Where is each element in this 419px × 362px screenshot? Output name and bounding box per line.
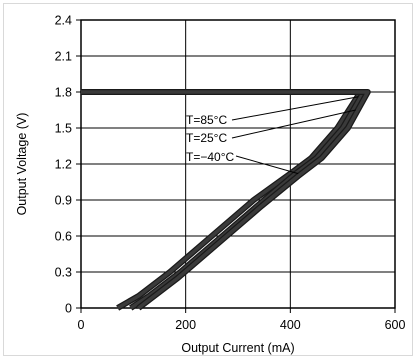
series-line-2 xyxy=(81,90,366,310)
x-tick-label: 600 xyxy=(385,318,406,332)
x-tick-labels: 0 200 400 600 xyxy=(78,318,406,332)
y-tick-label: 0 xyxy=(65,302,72,316)
chart-frame: 0 0.3 0.6 0.9 1.2 1.5 1.8 2.1 2.4 0 200 400 600 T=8… xyxy=(3,3,413,356)
y-tick-label: 2.4 xyxy=(55,14,72,28)
annotation-leader-line xyxy=(235,155,299,175)
annotation-label: T=25°C xyxy=(186,131,227,145)
annotation-label: T=−40°C xyxy=(186,150,234,164)
series-lines xyxy=(81,89,371,311)
y-tick-label: 0.9 xyxy=(55,194,72,208)
y-tick-labels: 0 0.3 0.6 0.9 1.2 1.5 1.8 2.1 2.4 xyxy=(55,14,72,316)
annotation-label: T=85°C xyxy=(186,113,227,127)
y-tick-label: 1.8 xyxy=(55,86,72,100)
series-line-3 xyxy=(81,90,370,310)
y-tick-label: 0.6 xyxy=(55,230,72,244)
y-axis-label: Output Voltage (V) xyxy=(15,113,29,216)
output-voltage-vs-current-chart: 0 0.3 0.6 0.9 1.2 1.5 1.8 2.1 2.4 0 200 400 600 T=8… xyxy=(15,14,406,356)
x-tick-label: 200 xyxy=(175,318,196,332)
x-tick-label: 400 xyxy=(280,318,301,332)
grid-lines xyxy=(76,19,396,313)
y-tick-label: 0.3 xyxy=(55,266,72,280)
x-tick-label: 0 xyxy=(78,318,85,332)
annotations: T=85°C T=25°C T=−40°C xyxy=(186,96,359,175)
x-axis-label: Output Current (mA) xyxy=(181,341,294,355)
annotation-leader-line xyxy=(231,96,359,121)
y-tick-label: 1.5 xyxy=(55,122,72,136)
series-line-1 xyxy=(81,90,363,310)
annotation-leader-line xyxy=(231,109,356,139)
y-tick-label: 2.1 xyxy=(55,50,72,64)
y-tick-label: 1.2 xyxy=(55,158,72,172)
